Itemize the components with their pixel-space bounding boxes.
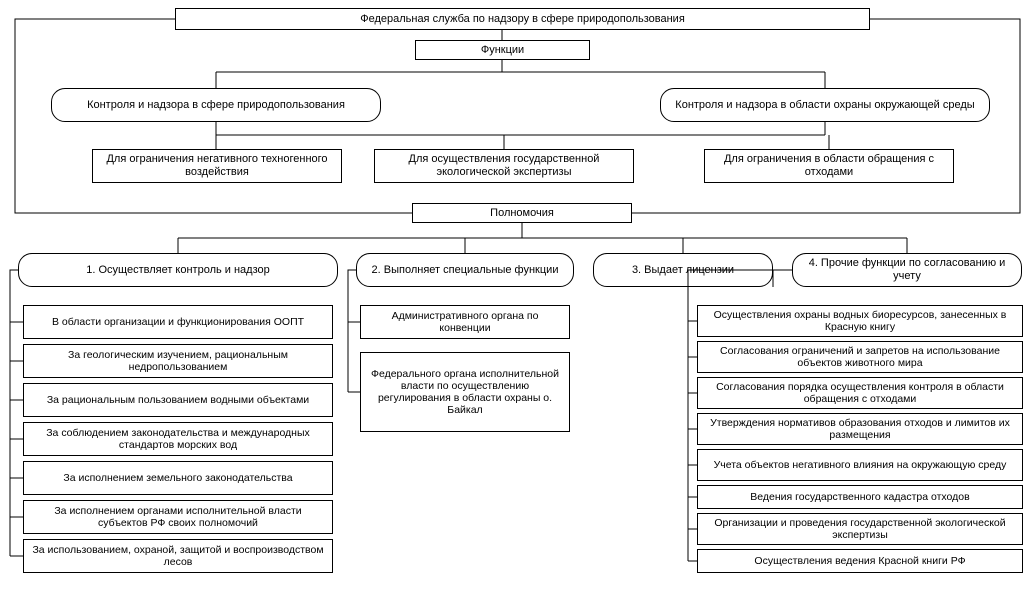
col4-item-text: Согласования порядка осуществления контр…	[704, 381, 1016, 405]
function-branch-right: Контроля и надзора в области охраны окру…	[660, 88, 990, 122]
col4-item: Утверждения нормативов образования отход…	[697, 413, 1023, 445]
col2-item-text: Федерального органа исполнительной власт…	[367, 368, 563, 416]
function-branch-right-text: Контроля и надзора в области охраны окру…	[675, 99, 974, 112]
col4-item: Согласования ограничений и запретов на и…	[697, 341, 1023, 373]
col1-item: За рациональным пользованием водными объ…	[23, 383, 333, 417]
col1-item-text: За рациональным пользованием водными объ…	[47, 394, 309, 406]
col4-item: Организации и проведения государственной…	[697, 513, 1023, 545]
col1-item: За исполнением органами исполнительной в…	[23, 500, 333, 534]
root-title-box: Федеральная служба по надзору в сфере пр…	[175, 8, 870, 30]
functions-label-box: Функции	[415, 40, 590, 60]
col4-header-text: 4. Прочие функции по согласованию и учет…	[799, 257, 1015, 282]
col1-item: За соблюдением законодательства и междун…	[23, 422, 333, 456]
col1-item: За геологическим изучением, рациональным…	[23, 344, 333, 378]
function-branch-left: Контроля и надзора в сфере природопользо…	[51, 88, 381, 122]
col4-item: Согласования порядка осуществления контр…	[697, 377, 1023, 409]
root-title-text: Федеральная служба по надзору в сфере пр…	[360, 13, 685, 26]
col4-item-text: Согласования ограничений и запретов на и…	[704, 345, 1016, 369]
col4-item-text: Организации и проведения государственной…	[704, 517, 1016, 541]
col1-item: В области организации и функционирования…	[23, 305, 333, 339]
col2-header: 2. Выполняет специальные функции	[356, 253, 574, 287]
col4-item-text: Утверждения нормативов образования отход…	[704, 417, 1016, 441]
col4-header: 4. Прочие функции по согласованию и учет…	[792, 253, 1022, 287]
col3-header: 3. Выдает лицензии	[593, 253, 773, 287]
col1-item-text: В области организации и функционирования…	[52, 316, 304, 328]
function-branch-left-text: Контроля и надзора в сфере природопользо…	[87, 99, 345, 112]
col4-item-text: Осуществления охраны водных биоресурсов,…	[704, 309, 1016, 333]
function-sub-a-text: Для ограничения негативного техногенного…	[99, 153, 335, 178]
col1-header: 1. Осуществляет контроль и надзор	[18, 253, 338, 287]
col1-item-text: За исполнением земельного законодательст…	[63, 472, 292, 484]
function-sub-a: Для ограничения негативного техногенного…	[92, 149, 342, 183]
col1-item-text: За исполнением органами исполнительной в…	[30, 505, 326, 529]
function-sub-b: Для осуществления государственной эколог…	[374, 149, 634, 183]
col4-item: Осуществления ведения Красной книги РФ	[697, 549, 1023, 573]
col2-header-text: 2. Выполняет специальные функции	[372, 264, 559, 277]
col4-item-text: Учета объектов негативного влияния на ок…	[714, 459, 1007, 471]
functions-label-text: Функции	[481, 44, 524, 57]
col1-item-text: За геологическим изучением, рациональным…	[30, 349, 326, 373]
col2-item-text: Административного органа по конвенции	[367, 310, 563, 334]
col4-item-text: Осуществления ведения Красной книги РФ	[754, 555, 965, 567]
col3-header-text: 3. Выдает лицензии	[632, 264, 734, 277]
col1-item: За использованием, охраной, защитой и во…	[23, 539, 333, 573]
col4-item: Учета объектов негативного влияния на ок…	[697, 449, 1023, 481]
col1-item-text: За использованием, охраной, защитой и во…	[30, 544, 326, 568]
powers-label-text: Полномочия	[490, 207, 554, 220]
col1-header-text: 1. Осуществляет контроль и надзор	[86, 264, 270, 277]
col2-item: Административного органа по конвенции	[360, 305, 570, 339]
col4-item-text: Ведения государственного кадастра отходо…	[750, 491, 969, 503]
col4-item: Осуществления охраны водных биоресурсов,…	[697, 305, 1023, 337]
diagram-canvas: Федеральная служба по надзору в сфере пр…	[0, 0, 1034, 615]
function-sub-c-text: Для ограничения в области обращения с от…	[711, 153, 947, 178]
col2-item: Федерального органа исполнительной власт…	[360, 352, 570, 432]
function-sub-b-text: Для осуществления государственной эколог…	[381, 153, 627, 178]
function-sub-c: Для ограничения в области обращения с от…	[704, 149, 954, 183]
powers-label-box: Полномочия	[412, 203, 632, 223]
col4-item: Ведения государственного кадастра отходо…	[697, 485, 1023, 509]
col1-item-text: За соблюдением законодательства и междун…	[30, 427, 326, 451]
col1-item: За исполнением земельного законодательст…	[23, 461, 333, 495]
